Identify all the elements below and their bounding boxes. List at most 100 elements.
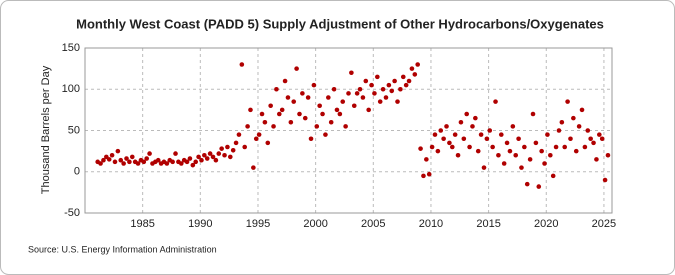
x-tick-label: 2010 xyxy=(419,218,443,230)
point xyxy=(421,173,426,179)
point xyxy=(202,152,207,158)
point xyxy=(527,157,533,162)
y-tick-label: 50 xyxy=(68,124,80,136)
point xyxy=(317,103,322,109)
point xyxy=(184,159,190,165)
point xyxy=(337,111,343,117)
point xyxy=(504,140,510,146)
point xyxy=(288,119,294,125)
point xyxy=(300,91,305,96)
point xyxy=(403,82,409,88)
y-tick-label: 0 xyxy=(74,166,80,178)
point xyxy=(101,157,106,163)
point xyxy=(406,78,412,84)
x-tick-label: 1990 xyxy=(188,218,212,230)
point xyxy=(579,107,585,113)
point xyxy=(548,152,553,158)
point xyxy=(545,132,550,137)
point xyxy=(334,107,340,113)
point xyxy=(305,95,311,100)
point xyxy=(447,140,452,146)
point xyxy=(236,132,242,137)
point xyxy=(501,161,507,166)
point xyxy=(571,115,576,121)
point xyxy=(204,156,210,161)
point xyxy=(392,78,397,84)
point xyxy=(530,111,536,117)
point xyxy=(424,157,429,162)
point xyxy=(253,136,259,142)
point xyxy=(597,132,602,137)
point xyxy=(565,99,570,104)
point xyxy=(412,72,418,77)
point xyxy=(326,95,331,100)
point xyxy=(426,171,432,177)
point xyxy=(418,146,423,151)
point xyxy=(230,148,236,153)
y-tick-label: 150 xyxy=(62,42,80,54)
point xyxy=(271,124,276,129)
point xyxy=(464,111,470,117)
point xyxy=(496,152,501,158)
point xyxy=(328,119,334,125)
point xyxy=(320,111,325,117)
point xyxy=(576,124,582,129)
point xyxy=(282,78,288,84)
x-tick-label: 1995 xyxy=(246,218,270,230)
point xyxy=(473,115,478,121)
point xyxy=(516,136,521,142)
point xyxy=(279,107,285,113)
y-tick-label: -50 xyxy=(64,207,80,219)
point xyxy=(121,161,126,166)
x-tick-label: 2025 xyxy=(592,218,616,230)
point xyxy=(193,159,199,165)
point xyxy=(311,82,317,88)
point xyxy=(124,156,129,161)
point xyxy=(498,132,504,137)
point xyxy=(187,156,193,161)
x-tick-label: 1985 xyxy=(130,218,154,230)
point xyxy=(115,148,121,154)
point xyxy=(262,119,268,125)
x-tick-label: 2020 xyxy=(534,218,558,230)
point xyxy=(542,161,547,166)
point xyxy=(470,124,475,129)
point xyxy=(386,82,392,88)
point xyxy=(178,161,184,166)
point xyxy=(251,165,256,170)
point xyxy=(458,119,464,125)
point xyxy=(245,124,250,129)
point xyxy=(141,159,147,165)
point xyxy=(340,99,346,104)
point xyxy=(308,136,314,142)
point xyxy=(164,161,170,166)
point xyxy=(507,148,513,154)
x-tick-label: 2015 xyxy=(476,218,500,230)
point xyxy=(377,99,383,104)
point xyxy=(467,144,472,150)
point xyxy=(314,124,320,129)
point xyxy=(144,156,149,161)
point xyxy=(380,86,386,92)
point xyxy=(222,152,227,158)
point xyxy=(135,161,141,166)
point xyxy=(568,136,573,142)
point xyxy=(118,157,124,163)
point xyxy=(588,136,593,142)
point xyxy=(323,132,328,137)
point xyxy=(452,132,458,137)
point xyxy=(585,128,591,133)
point xyxy=(415,62,420,67)
point xyxy=(357,86,363,92)
point xyxy=(170,159,175,165)
point xyxy=(302,115,308,121)
point xyxy=(409,66,415,71)
point xyxy=(435,148,441,154)
point xyxy=(199,157,204,163)
point xyxy=(248,107,253,113)
x-tick-label: 2000 xyxy=(303,218,327,230)
point xyxy=(455,152,461,158)
point xyxy=(277,111,282,117)
point xyxy=(510,124,516,129)
point xyxy=(285,95,291,100)
